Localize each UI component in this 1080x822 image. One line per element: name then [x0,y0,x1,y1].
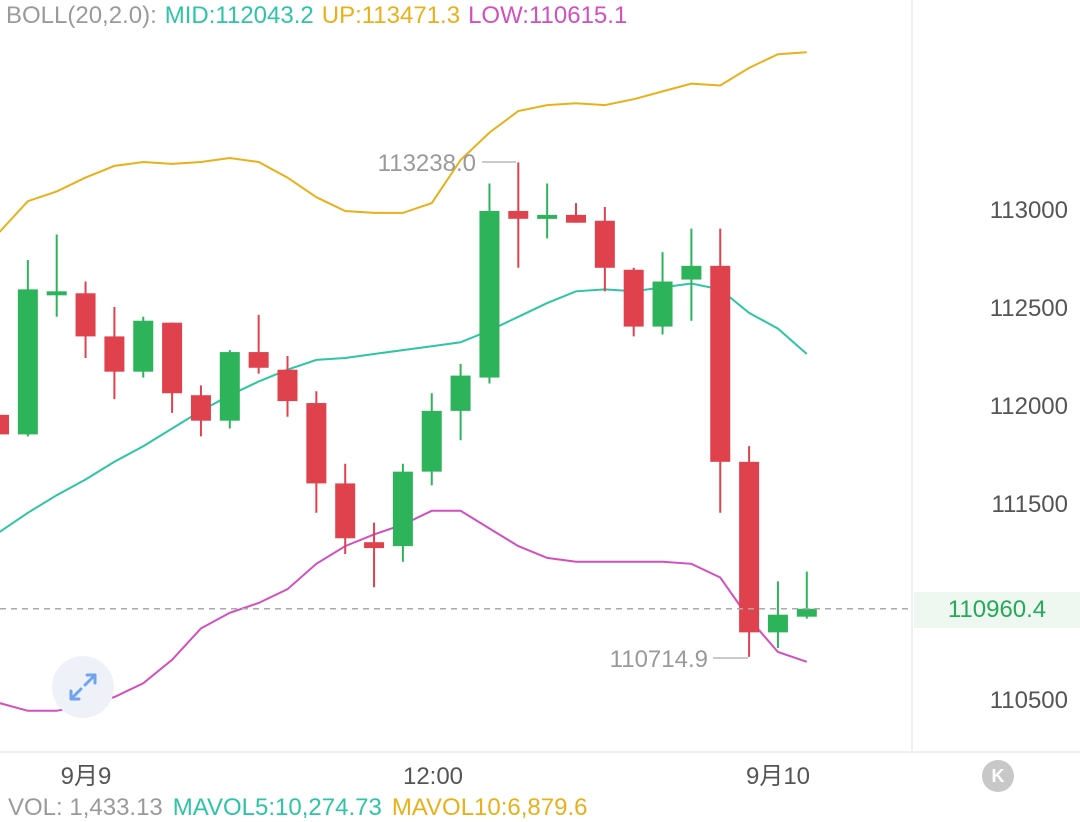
time-label: 9月10 [746,763,810,790]
candle-body [767,614,788,633]
candle-body [277,369,298,402]
candle-body [710,265,731,462]
candle [219,350,240,429]
time-axis: 9月9 12:00 9月10 [61,763,810,790]
candle-body [392,471,413,547]
candle-body [681,265,702,280]
candle [767,581,788,649]
vol-value: VOL: 1,433.13 [8,794,163,821]
candle [17,259,38,437]
high-price-marker: 113238.0 [378,150,516,177]
candle-body [46,291,67,296]
candle-body [796,608,817,617]
volume-legend: VOL: 1,433.13 MAVOL5:10,274.73 MAVOL10:6,8… [8,794,598,822]
time-label: 12:00 [403,763,463,790]
boll-low-value: LOW:110615.1 [468,2,628,29]
candle [277,356,298,417]
boll-up-value: UP:113471.3 [321,2,461,29]
high-price-label: 113238.0 [378,150,476,177]
candle [796,571,817,619]
boll-upper-band [0,51,807,233]
candle [190,385,211,437]
current-price-tag: 110960.4 [914,592,1080,628]
candle-body [537,214,558,219]
candle-body [306,403,327,484]
candle-body [450,375,471,411]
candle [104,307,125,400]
boll-legend: BOLL(20,2.0): MID:112043.2 UP:113471.3 LOW:… [6,2,635,30]
candle-body [479,210,500,378]
candle-body [75,293,96,337]
candle [652,252,673,335]
candle [594,207,615,292]
candle [537,183,558,239]
candle [681,228,702,321]
k-line-toggle-icon: K [991,766,1005,786]
candle-body [508,210,529,219]
boll-label: BOLL(20,2.0): [6,2,157,29]
candle [364,522,385,588]
low-price-label: 110714.9 [610,646,708,673]
candle-body [219,352,240,421]
candle-body [162,322,183,394]
candle-body [364,542,385,549]
candle [710,228,731,513]
candle [75,281,96,358]
k-line-toggle-button[interactable]: K [982,760,1014,792]
candle-body [739,461,760,633]
candle-body [335,483,356,539]
candle-body [104,336,125,372]
candle [739,446,760,657]
candle [335,463,356,554]
candle-body [17,289,38,435]
price-tick: 111500 [991,491,1068,518]
price-tick: 112000 [990,393,1068,420]
price-tick: 110500 [990,687,1068,714]
candle-body [623,269,644,327]
candle-body [0,414,9,435]
candle-body [594,220,615,268]
candle [306,391,327,513]
candle [392,463,413,562]
candle-body [566,214,586,223]
candle [248,314,269,374]
boll-mid-value: MID:112043.2 [164,2,314,29]
expand-arrows-icon [69,673,97,701]
candle [623,267,644,337]
candle [479,183,500,384]
candle-body [248,352,269,368]
candle [508,162,529,268]
candle [46,234,67,317]
price-axis: 113000 112500 112000 111500 110500 [990,197,1068,714]
price-tick: 113000 [990,197,1068,224]
candle [133,316,154,378]
time-label: 9月9 [61,763,112,790]
candle [566,203,586,223]
mavol5-value: MAVOL5:10,274.73 [172,794,382,821]
expand-button[interactable] [52,656,114,718]
mavol10-value: MAVOL10:6,879.6 [391,794,588,821]
low-price-marker: 110714.9 [610,646,748,673]
candle-body [133,320,154,372]
candle-body [421,410,442,472]
candle [162,322,183,413]
candle [421,393,442,486]
candle [450,363,471,441]
candle-body [652,281,673,327]
price-tick: 112500 [990,295,1068,322]
candle [0,414,9,435]
candle-body [190,395,211,421]
